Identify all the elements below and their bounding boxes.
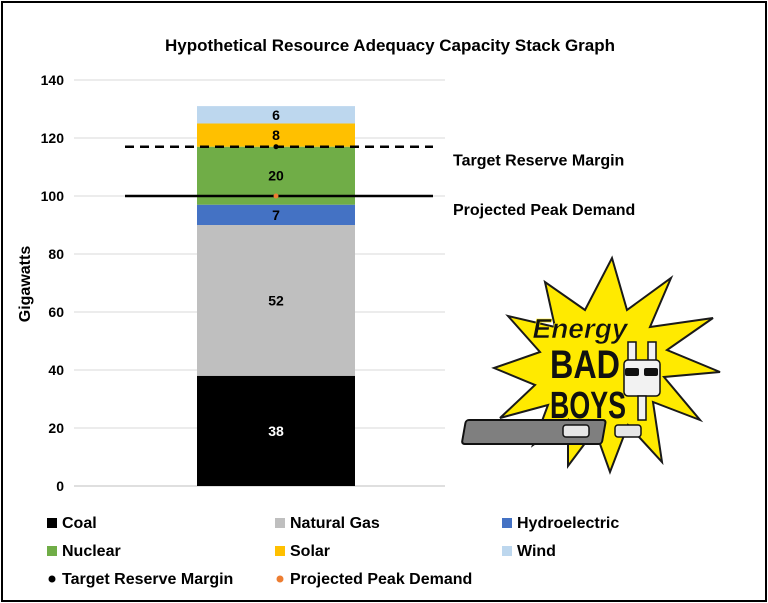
legend-label: Target Reserve Margin [62, 571, 233, 588]
legend-marker [48, 575, 56, 583]
y-tick-label: 40 [48, 362, 64, 378]
y-tick-label: 60 [48, 304, 64, 320]
data-label: 6 [272, 107, 280, 123]
legend-label: Solar [290, 543, 330, 560]
reference-lines: Target Reserve Margin Projected Peak Dema… [125, 144, 635, 219]
legend-label: Wind [517, 543, 556, 560]
data-label: 8 [272, 127, 280, 143]
bar-segment-coal [197, 375, 355, 486]
logo-outlet-plate [461, 419, 642, 445]
y-tick-label: 120 [41, 130, 65, 146]
y-tick-label: 0 [56, 478, 64, 494]
logo-word-boys: BOYS [550, 385, 626, 427]
y-tick-label: 100 [41, 188, 65, 204]
legend-marker [276, 575, 284, 583]
data-label: 38 [268, 423, 284, 439]
reference-marker [273, 144, 279, 150]
bar-segment-hydroelectric [197, 204, 355, 225]
bar-segment-solar [197, 123, 355, 147]
reference-marker [273, 193, 279, 199]
logo-word-bad: BAD [550, 343, 620, 387]
y-axis-ticks: 0 20 40 60 80 100 120 140 [41, 72, 65, 494]
legend-swatch [275, 518, 285, 528]
legend-label: Projected Peak Demand [290, 571, 472, 588]
reference-line-label: Target Reserve Margin [453, 153, 624, 170]
reference-line-label: Projected Peak Demand [453, 202, 635, 219]
logo-plug-character [623, 341, 661, 421]
y-tick-label: 20 [48, 420, 64, 436]
data-label: 52 [268, 292, 284, 308]
legend-label: Natural Gas [290, 515, 380, 532]
energy-bad-boys-logo: Energy BAD BOYS [461, 255, 721, 475]
data-label: 7 [272, 207, 280, 223]
legend-swatch [275, 546, 285, 556]
data-label: 20 [268, 168, 284, 184]
legend-swatch [502, 546, 512, 556]
legend-label: Coal [62, 515, 97, 532]
legend-label: Nuclear [62, 543, 121, 560]
y-axis-label: Gigawatts [17, 246, 34, 323]
bar-segment-natural-gas [197, 225, 355, 376]
legend-swatch [47, 518, 57, 528]
stacked-bar: 38 52 7 20 8 6 [197, 106, 355, 486]
legend-swatch [47, 546, 57, 556]
logo-word-energy: Energy [533, 313, 629, 344]
chart-title: Hypothetical Resource Adequacy Capacity … [165, 36, 615, 55]
legend-swatch [502, 518, 512, 528]
y-tick-label: 140 [41, 72, 65, 88]
bar-segment-wind [197, 106, 355, 124]
y-tick-label: 80 [48, 246, 64, 262]
legend: Coal Natural Gas Hydroelectric Nuclear Solar… [47, 515, 619, 588]
legend-label: Hydroelectric [517, 515, 619, 532]
